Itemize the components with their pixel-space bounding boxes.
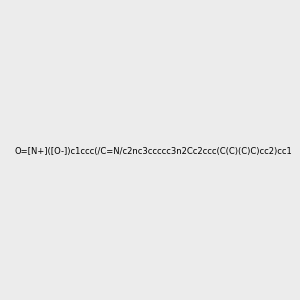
Text: O=[N+]([O-])c1ccc(/C=N/c2nc3ccccc3n2Cc2ccc(C(C)(C)C)cc2)cc1: O=[N+]([O-])c1ccc(/C=N/c2nc3ccccc3n2Cc2c… [15,147,292,156]
